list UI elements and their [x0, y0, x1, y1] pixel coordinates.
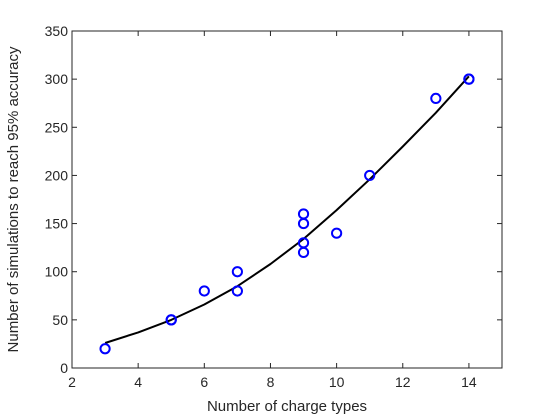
data-point: [297, 208, 310, 220]
plot-area: [72, 31, 502, 368]
y-tick-label: 300: [45, 71, 69, 87]
x-tick-label: 14: [461, 374, 477, 390]
y-axis-title: Number of simulations to reach 95% accur…: [5, 46, 22, 352]
data-point: [364, 169, 376, 182]
x-tick-label: 6: [200, 374, 208, 390]
data-point: [99, 343, 111, 355]
y-tick-label: 0: [60, 360, 68, 376]
data-points-group: [99, 73, 475, 355]
axes-box: [71, 30, 503, 369]
x-tick-label: 8: [267, 374, 275, 390]
y-tick-label: 100: [45, 264, 69, 280]
data-point: [430, 92, 442, 105]
x-axis-title: Number of charge types: [207, 398, 367, 415]
data-point: [231, 285, 243, 297]
y-axis-ticks: 0 50 100 150 200 250 300 350: [45, 23, 502, 376]
x-tick-label: 10: [329, 374, 345, 390]
x-tick-label: 2: [68, 374, 76, 390]
y-tick-label: 350: [45, 23, 69, 39]
data-point: [198, 285, 210, 297]
data-point: [231, 266, 243, 278]
y-tick-label: 200: [45, 167, 69, 183]
y-tick-label: 250: [45, 119, 69, 135]
fit-curve-group: [104, 75, 470, 344]
x-tick-label: 4: [134, 374, 142, 390]
data-point: [165, 314, 177, 326]
y-tick-label: 50: [52, 312, 68, 328]
fit-curve-line: [104, 75, 470, 344]
x-axis-ticks: 2 4 6 8 10 12 14: [68, 31, 477, 390]
data-point: [331, 227, 343, 239]
data-point: [463, 73, 475, 85]
x-tick-label: 12: [395, 374, 411, 390]
y-tick-label: 150: [45, 216, 69, 232]
data-point: [297, 237, 310, 249]
